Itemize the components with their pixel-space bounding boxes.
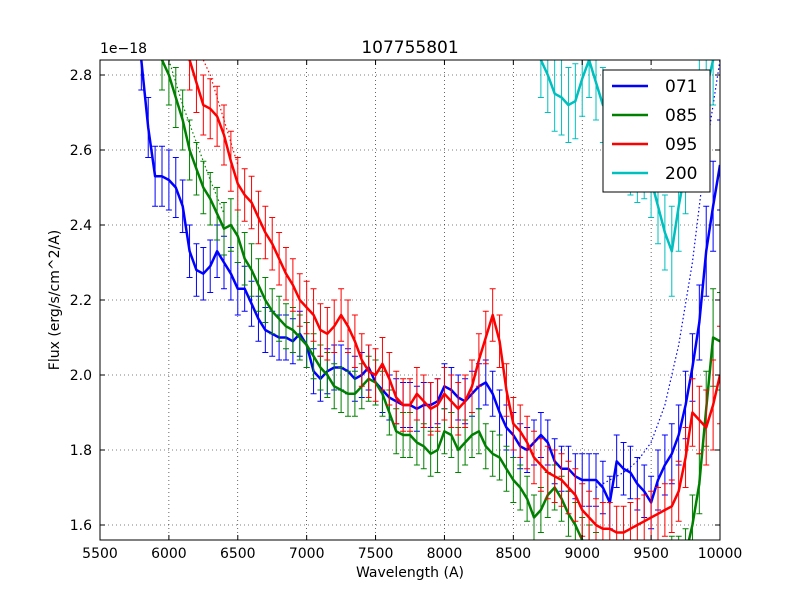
y-tick-label: 1.8 <box>70 443 92 459</box>
x-tick-label: 8000 <box>427 546 463 562</box>
x-tick-label: 8500 <box>496 546 532 562</box>
legend: 071 085 095 200 <box>602 69 711 193</box>
series-line-095 <box>188 60 720 534</box>
y-tick-label: 2.4 <box>70 218 92 234</box>
y-tick-label: 1.6 <box>70 518 92 534</box>
series-line-085 <box>160 60 720 540</box>
x-tick-label: 7500 <box>358 546 394 562</box>
y-tick-label: 2.2 <box>70 293 92 309</box>
legend-box <box>602 69 711 193</box>
x-tick-label: 5500 <box>82 546 118 562</box>
series-095 <box>186 60 720 540</box>
x-tick-label: 9000 <box>564 546 600 562</box>
y-tick-label: 2.8 <box>70 68 92 84</box>
y-offset-label: 1e−18 <box>100 41 147 57</box>
legend-label: 200 <box>665 164 697 184</box>
x-tick-label: 6500 <box>220 546 256 562</box>
axis-ticks: 5500 6000 6500 7000 7500 8000 8500 9000 9500 1000… <box>70 60 743 562</box>
x-tick-label: 6000 <box>151 546 187 562</box>
y-tick-label: 2.6 <box>70 143 92 159</box>
legend-label: 095 <box>665 135 697 155</box>
legend-label: 085 <box>665 106 697 126</box>
y-axis-label: Flux (erg/s/cm^2/A) <box>47 230 63 370</box>
y-tick-label: 2.0 <box>70 368 92 384</box>
model-curve-0 <box>595 60 720 489</box>
x-axis-label: Wavelength (A) <box>356 565 464 581</box>
chart-title: 107755801 <box>361 38 458 58</box>
x-tick-label: 10000 <box>698 546 743 562</box>
x-tick-label: 9500 <box>633 546 669 562</box>
x-tick-label: 7000 <box>289 546 325 562</box>
legend-label: 071 <box>665 77 697 97</box>
